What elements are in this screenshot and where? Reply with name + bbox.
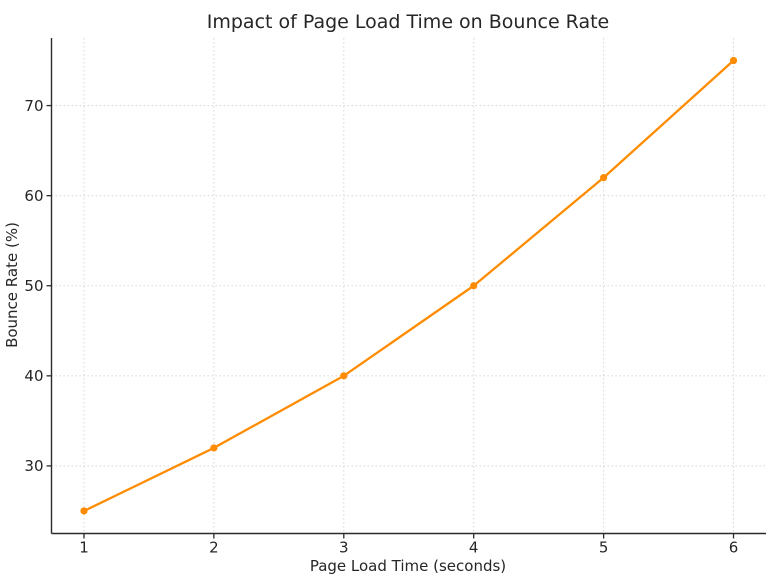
x-axis-label: Page Load Time (seconds) — [310, 557, 506, 575]
x-tick-label: 2 — [209, 539, 219, 557]
x-tick-label: 6 — [729, 539, 739, 557]
data-point — [729, 56, 738, 65]
y-tick-label: 60 — [24, 187, 43, 205]
x-tick-label: 3 — [339, 539, 349, 557]
y-tick-label: 70 — [24, 97, 43, 115]
data-point — [470, 282, 478, 290]
data-line — [82, 59, 735, 513]
x-tick-label: 1 — [79, 539, 89, 557]
y-axis-label: Bounce Rate (%) — [3, 222, 21, 348]
y-tick-label: 30 — [24, 457, 43, 475]
chart-title: Impact of Page Load Time on Bounce Rate — [207, 11, 610, 33]
data-point — [340, 372, 348, 380]
x-tick-label: 4 — [469, 539, 479, 557]
y-tick-label: 40 — [24, 367, 43, 385]
data-point — [210, 444, 218, 452]
data-point — [600, 174, 608, 182]
x-tick-label: 5 — [599, 539, 609, 557]
y-tick-label: 50 — [24, 277, 43, 295]
plot-area: 1 2 3 4 5 6 30 40 50 60 70 — [24, 38, 766, 557]
data-point — [80, 507, 88, 515]
